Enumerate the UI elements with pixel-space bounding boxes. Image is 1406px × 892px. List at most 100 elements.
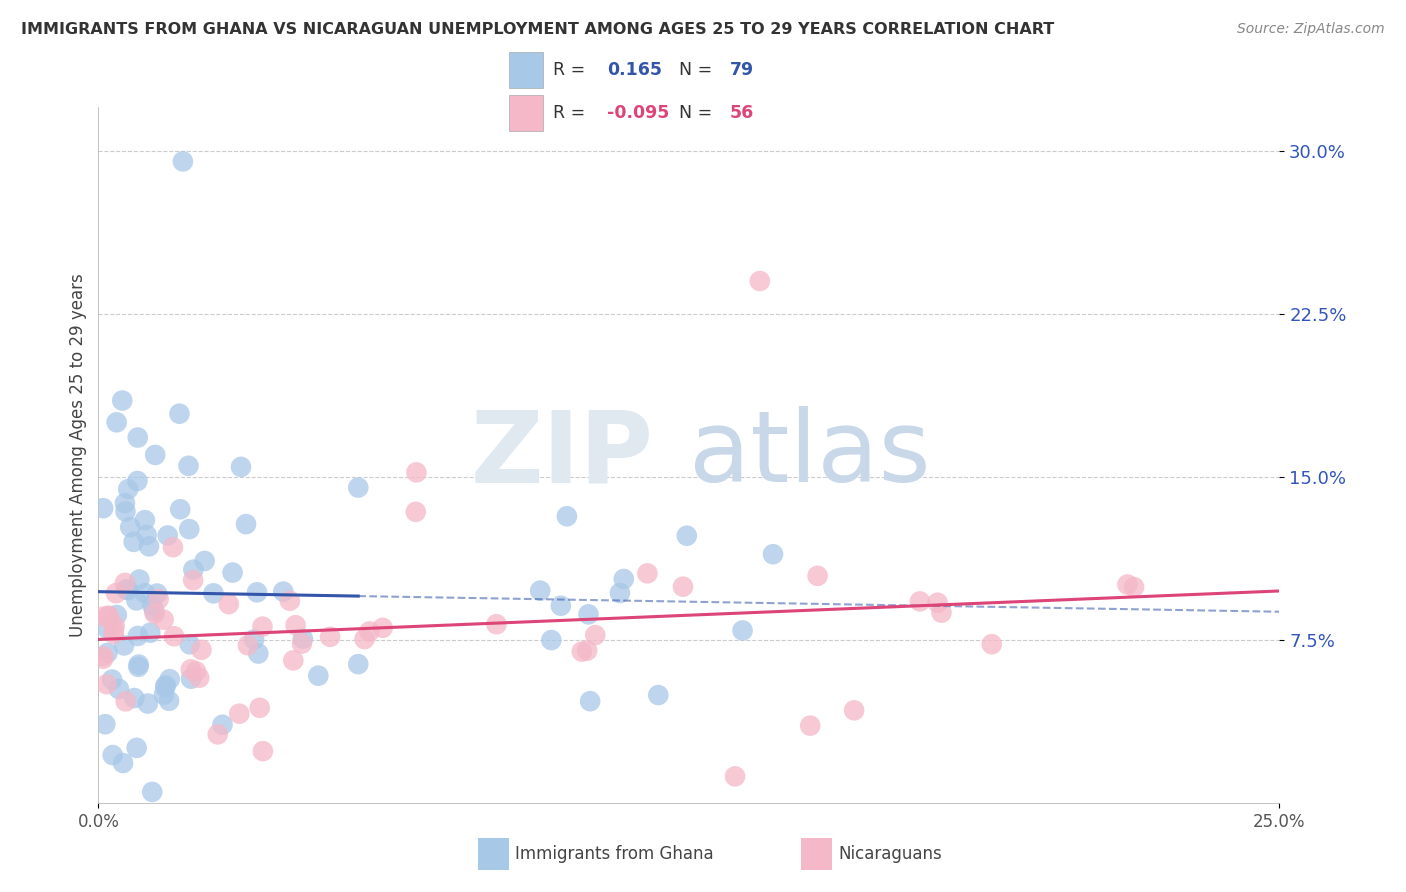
Text: Source: ZipAtlas.com: Source: ZipAtlas.com — [1237, 22, 1385, 37]
Point — [148, 592, 170, 607]
Point — [177, 458, 200, 473]
Point — [105, 607, 128, 622]
Point — [647, 688, 669, 702]
Point — [353, 632, 375, 646]
Point — [578, 607, 600, 622]
Point — [115, 582, 138, 597]
Point — [636, 566, 658, 581]
Point — [675, 529, 697, 543]
Point — [134, 513, 156, 527]
Point — [371, 621, 394, 635]
Point — [97, 608, 120, 623]
Point — [347, 481, 370, 495]
Point — [931, 606, 953, 620]
Text: 0.165: 0.165 — [607, 61, 662, 78]
Text: Nicaraguans: Nicaraguans — [838, 845, 942, 863]
Point — [724, 769, 747, 783]
Point — [169, 407, 191, 421]
Text: R =: R = — [553, 104, 585, 122]
Point — [141, 785, 163, 799]
Point — [112, 756, 135, 770]
Point — [172, 154, 194, 169]
Point — [207, 727, 229, 741]
Point — [571, 644, 593, 658]
Point — [155, 680, 177, 694]
Text: Immigrants from Ghana: Immigrants from Ghana — [515, 845, 713, 863]
Point — [179, 522, 201, 536]
Point — [291, 632, 314, 646]
Point — [114, 504, 136, 518]
Point — [672, 580, 695, 594]
Point — [731, 624, 754, 638]
Point — [101, 673, 124, 687]
Point — [153, 688, 176, 702]
Point — [609, 586, 631, 600]
Point — [908, 594, 931, 608]
Point — [283, 653, 305, 667]
Point — [252, 620, 274, 634]
Text: -0.095: -0.095 — [607, 104, 669, 122]
Point — [136, 697, 159, 711]
Point — [842, 703, 865, 717]
Point — [319, 630, 342, 644]
Point — [762, 547, 785, 561]
Point — [579, 694, 602, 708]
Point — [96, 677, 118, 691]
FancyBboxPatch shape — [509, 52, 543, 87]
Point — [249, 700, 271, 714]
Point — [228, 706, 250, 721]
Point — [163, 629, 186, 643]
Point — [162, 540, 184, 554]
Point — [247, 647, 270, 661]
Point — [307, 668, 329, 682]
Point — [155, 678, 177, 692]
Point — [235, 517, 257, 532]
Text: IMMIGRANTS FROM GHANA VS NICARAGUAN UNEMPLOYMENT AMONG AGES 25 TO 29 YEARS CORRE: IMMIGRANTS FROM GHANA VS NICARAGUAN UNEM… — [21, 22, 1054, 37]
Point — [359, 624, 381, 639]
Point — [271, 584, 294, 599]
Point — [236, 638, 259, 652]
Text: 79: 79 — [730, 61, 754, 78]
Text: R =: R = — [553, 61, 585, 78]
Point — [111, 393, 134, 408]
Point — [125, 593, 148, 607]
Point — [485, 617, 508, 632]
Point — [980, 637, 1002, 651]
Point — [125, 740, 148, 755]
Point — [252, 744, 274, 758]
Point — [114, 496, 136, 510]
Text: 56: 56 — [730, 104, 754, 122]
Text: N =: N = — [679, 104, 713, 122]
Point — [211, 718, 233, 732]
Point — [101, 748, 124, 763]
Point — [127, 660, 149, 674]
Point — [807, 569, 830, 583]
Point — [179, 637, 201, 651]
Point — [127, 474, 149, 488]
Point — [127, 629, 149, 643]
Point — [180, 662, 202, 676]
Point — [202, 586, 225, 600]
Point — [748, 274, 770, 288]
FancyBboxPatch shape — [509, 95, 543, 131]
Point — [143, 604, 166, 618]
Point — [104, 618, 127, 632]
Point — [152, 613, 174, 627]
Point — [122, 535, 145, 549]
Point — [1123, 580, 1146, 594]
Point — [103, 623, 125, 637]
Point — [181, 573, 204, 587]
Point — [135, 528, 157, 542]
Point — [138, 540, 160, 554]
Point — [96, 622, 118, 636]
Point — [278, 593, 301, 607]
Point — [105, 415, 128, 429]
Point — [347, 657, 370, 672]
Point — [117, 482, 139, 496]
Point — [91, 652, 114, 666]
Point — [246, 585, 269, 599]
Point — [96, 646, 118, 660]
Point — [183, 563, 205, 577]
Point — [105, 586, 128, 600]
Point — [134, 586, 156, 600]
